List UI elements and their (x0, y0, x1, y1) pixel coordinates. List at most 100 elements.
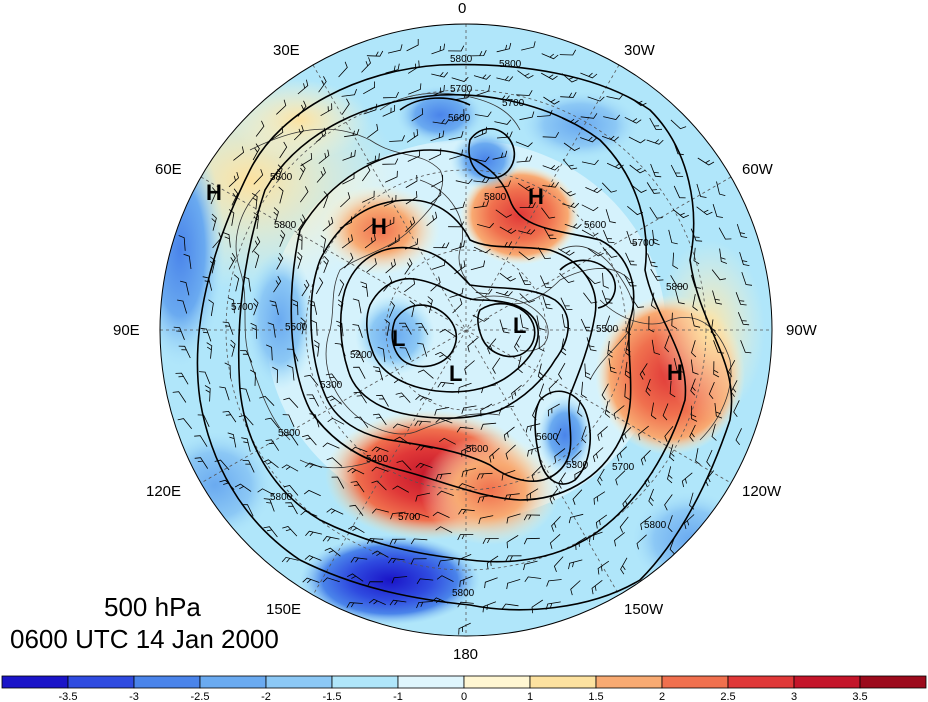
wind-barb (404, 277, 416, 293)
wind-barb (523, 514, 541, 521)
colorbar-tick-label: 0 (461, 691, 467, 702)
wind-barb (286, 365, 295, 381)
contour-label: 5200 (350, 350, 373, 361)
wind-barb (449, 149, 463, 160)
wind-barb (695, 448, 701, 466)
wind-barb (523, 537, 540, 545)
wind-barb (366, 538, 384, 544)
wind-barb (318, 76, 327, 93)
wind-barb (334, 343, 346, 357)
wind-barb (706, 449, 713, 467)
wind-barb (711, 269, 726, 281)
wind-barb (410, 558, 427, 565)
wind-barb (669, 536, 675, 554)
wind-barb (741, 271, 753, 286)
wind-barb (639, 363, 648, 380)
wind-barb (173, 326, 185, 340)
wind-barb (273, 207, 279, 225)
wind-barb (673, 185, 686, 199)
colorbar-tick-label: -2 (261, 691, 271, 702)
wind-barb (478, 515, 494, 525)
wind-barb (172, 391, 187, 403)
wind-barb (555, 428, 562, 446)
wind-barb (523, 560, 538, 571)
wind-barb (433, 242, 450, 249)
wind-barb (560, 92, 577, 98)
wind-barb (474, 111, 492, 118)
wind-barb (664, 335, 670, 353)
wind-barb (371, 550, 389, 558)
wind-barb (559, 187, 576, 197)
wind-barb (689, 492, 695, 510)
wind-barb (470, 50, 487, 57)
wind-barb (546, 579, 562, 587)
wind-barb (667, 466, 673, 484)
wind-barb (692, 294, 698, 311)
wind-barb (629, 164, 646, 174)
wind-barb (561, 314, 571, 330)
wind-barb (430, 188, 442, 204)
wind-barb (240, 387, 251, 402)
wind-barb (505, 444, 516, 460)
wind-barb (389, 599, 407, 606)
colorbar-tick-label: 1 (527, 691, 533, 702)
wind-barb (690, 313, 701, 328)
wind-barb (371, 466, 389, 472)
wind-barb (376, 394, 389, 407)
wind-barb (505, 555, 522, 562)
wind-barb (412, 512, 430, 518)
wind-barb (362, 190, 375, 203)
wind-barb (405, 216, 416, 232)
wind-barb (603, 230, 615, 243)
wind-barb (377, 346, 386, 363)
wind-barb (718, 227, 732, 240)
wind-barb (383, 275, 393, 292)
wind-barb (194, 435, 208, 447)
wind-barb (518, 229, 536, 235)
wind-barb (664, 425, 674, 442)
wind-barb (640, 515, 652, 531)
contour-label: 5800 (666, 282, 689, 293)
wind-barb (559, 272, 575, 284)
wind-barb (242, 276, 251, 292)
wind-barb (344, 128, 360, 138)
wind-barb (575, 536, 587, 551)
lon-label-0: 0 (458, 0, 466, 17)
wind-barb (381, 216, 395, 229)
wind-barb (322, 216, 334, 232)
wind-barb (506, 579, 521, 590)
coastlines (235, 92, 732, 469)
wind-barb (301, 279, 310, 297)
wind-barb (448, 131, 464, 140)
colorbar-box (463, 675, 531, 689)
wind-barb (455, 178, 473, 185)
wind-barb (650, 292, 657, 310)
wind-barb (736, 223, 748, 238)
wind-barb (430, 276, 441, 292)
wind-barb (495, 241, 513, 248)
wind-barb (406, 39, 419, 52)
wind-barb (252, 143, 260, 161)
colorbar-box (1, 675, 69, 689)
wind-barb (269, 300, 279, 315)
wind-barb (673, 358, 684, 373)
wind-barb (651, 339, 661, 355)
colorbar-box (133, 675, 201, 689)
wind-barb (519, 314, 529, 330)
wind-barb (606, 94, 624, 100)
wind-barb (297, 100, 307, 117)
wind-barb (568, 513, 584, 524)
wind-barb (417, 369, 434, 379)
wind-barb (448, 45, 465, 52)
wind-barb (474, 126, 487, 139)
wind-barb (461, 444, 474, 457)
wind-barb (516, 90, 533, 96)
wind-barb (542, 132, 560, 138)
wind-barb (197, 414, 210, 427)
wind-barb (299, 186, 309, 203)
wind-barb (264, 417, 280, 429)
wind-barb (473, 246, 491, 254)
wind-barb (405, 191, 418, 205)
wind-barb (587, 96, 605, 102)
wind-barb (310, 319, 318, 336)
